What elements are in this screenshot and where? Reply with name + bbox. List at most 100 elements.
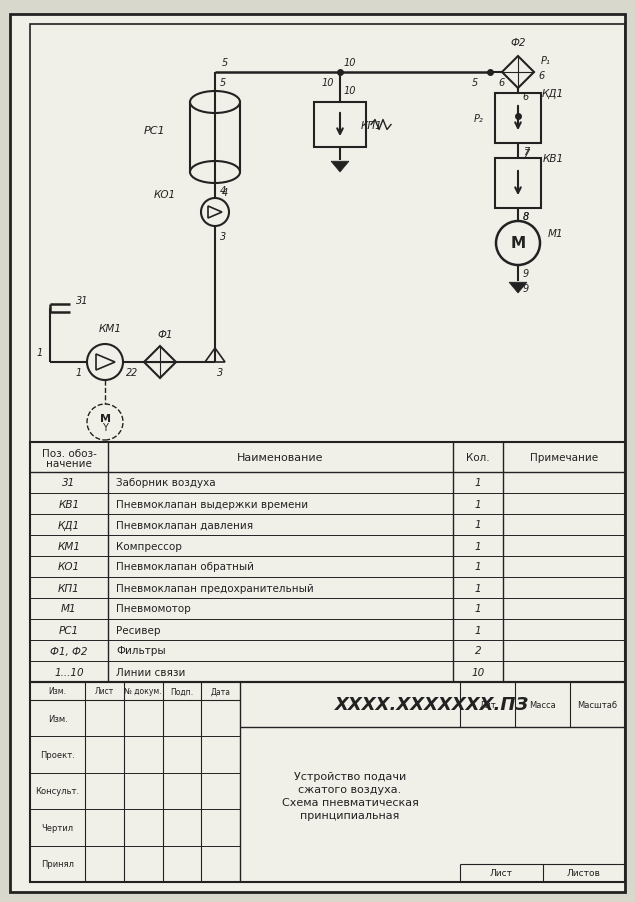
Text: Устройство подачи: Устройство подачи (294, 771, 406, 781)
Text: КО1: КО1 (154, 189, 176, 199)
Text: Компрессор: Компрессор (116, 541, 182, 551)
Text: 2: 2 (126, 368, 132, 378)
Text: 1: 1 (37, 347, 43, 357)
Text: Пневмомотор: Пневмомотор (116, 603, 190, 614)
Text: Листов: Листов (567, 869, 601, 878)
Text: КД1: КД1 (58, 520, 80, 530)
Text: 6: 6 (523, 92, 529, 102)
Text: Чертил: Чертил (41, 823, 74, 832)
Text: 1: 1 (475, 478, 481, 488)
Text: Лит: Лит (479, 700, 496, 709)
Text: Ф1: Ф1 (157, 329, 173, 340)
Text: Схема пневматическая: Схема пневматическая (281, 797, 418, 807)
Ellipse shape (190, 92, 240, 114)
Text: сжатого воздуха.: сжатого воздуха. (298, 784, 401, 794)
Text: принципиальная: принципиальная (300, 810, 399, 820)
Text: Пневмоклапан давления: Пневмоклапан давления (116, 520, 253, 529)
Text: Пневмоклапан выдержки времени: Пневмоклапан выдержки времени (116, 499, 308, 509)
Text: Изм.: Изм. (48, 713, 67, 723)
Bar (314, 103, 366, 148)
Text: Масса: Масса (529, 700, 556, 709)
Text: Консульт.: Консульт. (36, 787, 79, 796)
Text: 8: 8 (523, 212, 529, 222)
Text: КМ1: КМ1 (98, 324, 121, 334)
Text: 10: 10 (471, 667, 485, 676)
Text: Пневмоклапан обратный: Пневмоклапан обратный (116, 562, 254, 572)
Text: Р₂: Р₂ (474, 114, 484, 124)
Text: 3: 3 (217, 368, 223, 378)
Text: Лист: Лист (95, 686, 114, 695)
Text: 7: 7 (523, 149, 529, 159)
Text: 2: 2 (131, 368, 137, 378)
Text: Принял: Принял (41, 860, 74, 869)
Text: Y: Y (102, 422, 108, 433)
Text: 7: 7 (523, 147, 529, 157)
Text: Пневмоклапан предохранительный: Пневмоклапан предохранительный (116, 583, 314, 593)
Text: КМ1: КМ1 (58, 541, 81, 551)
Text: 5: 5 (472, 78, 478, 87)
Ellipse shape (190, 161, 240, 184)
Text: 5: 5 (220, 78, 226, 87)
Polygon shape (509, 283, 527, 294)
Bar (30, 682, 625, 882)
Text: КВ1: КВ1 (542, 154, 564, 164)
Text: КВ1: КВ1 (58, 499, 79, 509)
Text: 6: 6 (499, 78, 505, 87)
Text: Заборник воздуха: Заборник воздуха (116, 478, 216, 488)
Text: Кол.: Кол. (466, 453, 490, 463)
Text: 9: 9 (523, 269, 529, 279)
Text: Дата: Дата (211, 686, 231, 695)
Text: 5: 5 (222, 58, 228, 68)
Text: 1: 1 (76, 368, 82, 378)
Text: 1: 1 (475, 562, 481, 572)
Text: 31: 31 (76, 296, 88, 306)
Bar (30, 443, 625, 682)
Text: 10: 10 (344, 58, 356, 68)
Bar (495, 159, 541, 208)
Text: M: M (100, 413, 110, 424)
Text: 8: 8 (523, 212, 529, 222)
Text: 1...10: 1...10 (54, 667, 84, 676)
Text: Поз. обоз-: Поз. обоз- (41, 448, 97, 458)
Text: Ф1, Ф2: Ф1, Ф2 (50, 646, 88, 656)
Text: Примечание: Примечание (530, 453, 598, 463)
Text: М1: М1 (548, 229, 564, 239)
Text: КД1: КД1 (542, 89, 564, 99)
Text: КП1: КП1 (361, 120, 383, 131)
Text: 3: 3 (220, 232, 226, 242)
Text: № докум.: № докум. (124, 686, 162, 695)
Text: Проект.: Проект. (40, 750, 75, 759)
Text: КП1: КП1 (58, 583, 80, 593)
Bar (190, 103, 240, 173)
Text: 2: 2 (475, 646, 481, 656)
Text: 10: 10 (344, 86, 356, 96)
Text: РС1: РС1 (144, 126, 166, 136)
Text: Изм.: Изм. (48, 686, 67, 695)
Text: 4: 4 (222, 188, 228, 198)
Text: 1: 1 (475, 541, 481, 551)
Text: 9: 9 (523, 284, 529, 294)
Text: Р₁: Р₁ (541, 56, 551, 66)
Text: 1: 1 (475, 520, 481, 529)
Text: Ресивер: Ресивер (116, 625, 161, 635)
Text: 4: 4 (220, 186, 226, 196)
Text: 31: 31 (62, 478, 76, 488)
Text: КО1: КО1 (58, 562, 80, 572)
Text: Линии связи: Линии связи (116, 667, 185, 676)
Polygon shape (331, 162, 349, 173)
Text: 1: 1 (475, 583, 481, 593)
Text: Наименование: Наименование (237, 453, 324, 463)
Text: М: М (511, 236, 526, 252)
Bar (495, 94, 541, 143)
Text: М1: М1 (61, 603, 77, 614)
Text: XXXX.XXXXXXX.ПЗ: XXXX.XXXXXXX.ПЗ (335, 695, 530, 713)
Text: Фильтры: Фильтры (116, 646, 166, 656)
Text: 1: 1 (475, 499, 481, 509)
Text: Ф2: Ф2 (511, 38, 526, 48)
Text: РС1: РС1 (59, 625, 79, 635)
Text: 1: 1 (475, 603, 481, 614)
Text: 6: 6 (539, 71, 545, 81)
Text: Подп.: Подп. (170, 686, 194, 695)
Text: 1: 1 (475, 625, 481, 635)
Text: Лист: Лист (490, 869, 512, 878)
